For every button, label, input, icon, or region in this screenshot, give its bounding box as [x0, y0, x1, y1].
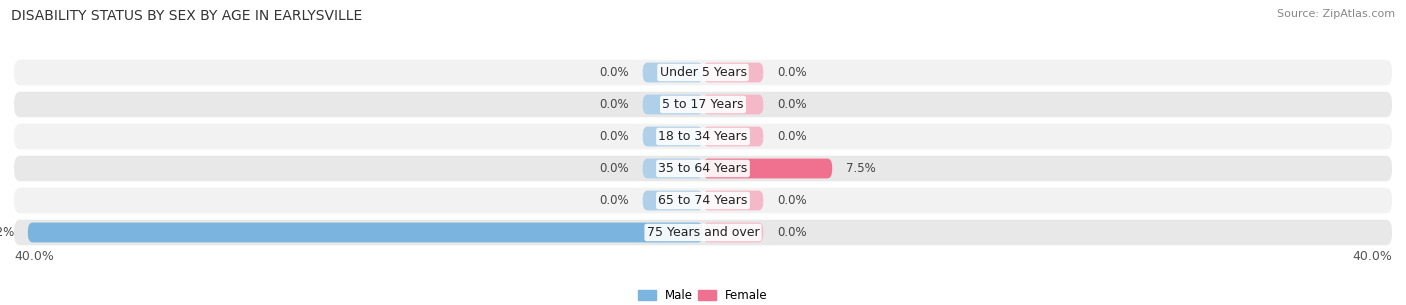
Text: Source: ZipAtlas.com: Source: ZipAtlas.com	[1277, 9, 1395, 19]
Text: 0.0%: 0.0%	[778, 66, 807, 79]
Text: 75 Years and over: 75 Years and over	[647, 226, 759, 239]
FancyBboxPatch shape	[14, 60, 1392, 85]
Text: 0.0%: 0.0%	[778, 98, 807, 111]
FancyBboxPatch shape	[703, 159, 832, 178]
FancyBboxPatch shape	[643, 63, 703, 82]
FancyBboxPatch shape	[703, 191, 763, 210]
FancyBboxPatch shape	[14, 92, 1392, 117]
Text: 40.0%: 40.0%	[14, 250, 53, 263]
Text: Under 5 Years: Under 5 Years	[659, 66, 747, 79]
Text: DISABILITY STATUS BY SEX BY AGE IN EARLYSVILLE: DISABILITY STATUS BY SEX BY AGE IN EARLY…	[11, 9, 363, 23]
FancyBboxPatch shape	[703, 223, 763, 242]
Text: 0.0%: 0.0%	[599, 130, 628, 143]
Text: 65 to 74 Years: 65 to 74 Years	[658, 194, 748, 207]
Text: 0.0%: 0.0%	[778, 194, 807, 207]
Text: 0.0%: 0.0%	[599, 98, 628, 111]
Text: 0.0%: 0.0%	[778, 130, 807, 143]
FancyBboxPatch shape	[28, 223, 703, 242]
Text: 0.0%: 0.0%	[599, 194, 628, 207]
FancyBboxPatch shape	[643, 95, 703, 114]
FancyBboxPatch shape	[703, 63, 763, 82]
Text: 7.5%: 7.5%	[846, 162, 876, 175]
FancyBboxPatch shape	[703, 127, 763, 146]
FancyBboxPatch shape	[14, 156, 1392, 181]
FancyBboxPatch shape	[14, 188, 1392, 213]
Text: 5 to 17 Years: 5 to 17 Years	[662, 98, 744, 111]
Text: 40.0%: 40.0%	[1353, 250, 1392, 263]
FancyBboxPatch shape	[643, 127, 703, 146]
Text: 0.0%: 0.0%	[599, 162, 628, 175]
Legend: Male, Female: Male, Female	[634, 284, 772, 305]
Text: 35 to 64 Years: 35 to 64 Years	[658, 162, 748, 175]
Text: 0.0%: 0.0%	[599, 66, 628, 79]
FancyBboxPatch shape	[14, 124, 1392, 149]
Text: 39.2%: 39.2%	[0, 226, 14, 239]
FancyBboxPatch shape	[14, 220, 1392, 245]
FancyBboxPatch shape	[703, 95, 763, 114]
Text: 0.0%: 0.0%	[778, 226, 807, 239]
Text: 18 to 34 Years: 18 to 34 Years	[658, 130, 748, 143]
FancyBboxPatch shape	[643, 191, 703, 210]
FancyBboxPatch shape	[643, 159, 703, 178]
